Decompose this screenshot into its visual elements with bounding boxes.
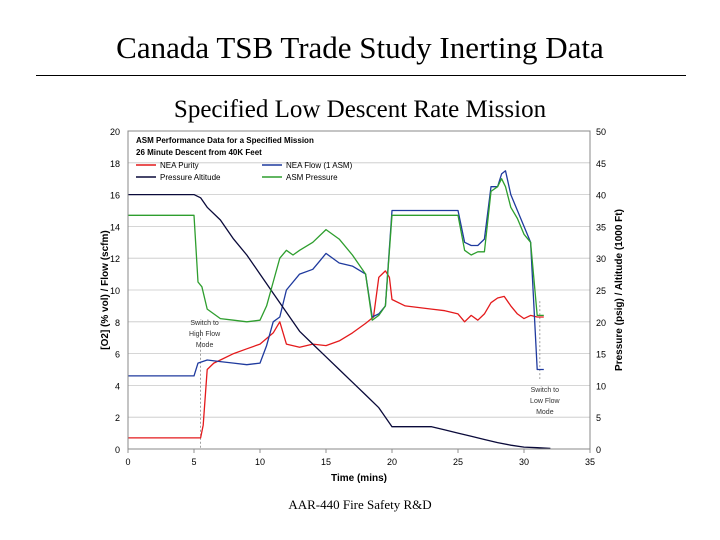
- y-tick-label-left: 16: [110, 191, 120, 201]
- y-tick-label-left: 4: [115, 381, 120, 391]
- legend-label: NEA Flow (1 ASM): [286, 161, 353, 170]
- y-tick-label-left: 0: [115, 445, 120, 455]
- y-tick-label-right: 40: [596, 191, 606, 201]
- y-tick-label-left: 10: [110, 286, 120, 296]
- y-tick-label-right: 30: [596, 254, 606, 264]
- inner-chart-title: ASM Performance Data for a Specified Mis…: [136, 136, 314, 145]
- y-tick-label-left: 12: [110, 254, 120, 264]
- title-divider: [36, 75, 686, 76]
- y-tick-label-left: 8: [115, 318, 120, 328]
- y-tick-label-left: 14: [110, 222, 120, 232]
- y-axis-label-left: [O2] (% vol) / Flow (scfm): [100, 230, 111, 349]
- series-line-pressure-altitude: [128, 193, 551, 450]
- chart-title: Specified Low Descent Rate Mission: [173, 96, 547, 123]
- slide-footer: AAR-440 Fire Safety R&D: [288, 497, 432, 512]
- annotation-text: High Flow: [189, 331, 221, 338]
- x-axis-label: Time (mins): [331, 473, 387, 484]
- legend-label: ASM Pressure: [286, 173, 338, 182]
- y-tick-label-right: 45: [596, 159, 606, 169]
- y-tick-label-left: 20: [110, 127, 120, 137]
- y-tick-label-left: 18: [110, 159, 120, 169]
- x-tick-label: 30: [519, 457, 529, 467]
- x-tick-label: 15: [321, 457, 331, 467]
- series-line-asm-pressure: [128, 178, 544, 323]
- y-axis-label-right: Pressure (psig) / Altitude (1000 Ft): [614, 209, 625, 371]
- annotation-text: Switch to: [531, 387, 560, 394]
- x-tick-label: 0: [125, 457, 130, 467]
- x-tick-label: 35: [585, 457, 595, 467]
- y-tick-label-right: 35: [596, 222, 606, 232]
- x-tick-label: 10: [255, 457, 265, 467]
- y-tick-label-right: 20: [596, 318, 606, 328]
- y-tick-label-left: 6: [115, 350, 120, 360]
- series-line-nea-purity: [128, 270, 544, 439]
- y-tick-label-right: 0: [596, 445, 601, 455]
- slide-title: Canada TSB Trade Study Inerting Data: [116, 30, 604, 65]
- y-tick-label-right: 5: [596, 413, 601, 423]
- plot-border: [127, 130, 591, 450]
- legend-label: Pressure Altitude: [160, 173, 221, 182]
- annotation-text: Switch to: [190, 320, 219, 327]
- annotation-text: Low Flow: [530, 398, 561, 405]
- x-tick-label: 20: [387, 457, 397, 467]
- x-tick-label: 25: [453, 457, 463, 467]
- legend-label: NEA Purity: [160, 161, 199, 170]
- inner-chart-title: 26 Minute Descent from 40K Feet: [136, 148, 262, 157]
- y-tick-label-right: 25: [596, 286, 606, 296]
- y-tick-label-right: 15: [596, 350, 606, 360]
- y-tick-label-right: 10: [596, 381, 606, 391]
- annotation-text: Mode: [536, 409, 554, 416]
- y-tick-label-right: 50: [596, 127, 606, 137]
- x-tick-label: 5: [191, 457, 196, 467]
- y-tick-label-left: 2: [115, 413, 120, 423]
- annotation-text: Mode: [196, 342, 214, 349]
